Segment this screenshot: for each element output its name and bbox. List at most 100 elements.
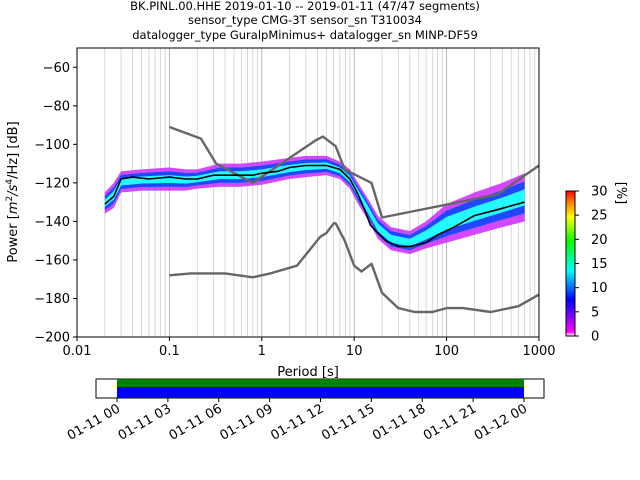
density-cell xyxy=(113,181,122,200)
density-cell xyxy=(219,175,242,180)
timeline-tick-label: 01-11 06 xyxy=(167,401,225,443)
y-axis-ticks: −60 −80 −100 −120 −140 −160 −180 −200 xyxy=(34,61,77,346)
density-cell xyxy=(185,182,198,188)
density-cell xyxy=(502,189,525,206)
density-cell xyxy=(358,182,368,202)
density-cell xyxy=(367,208,378,232)
y-tick-label: −160 xyxy=(34,253,70,268)
density-cell xyxy=(367,201,378,224)
coverage-bar-green xyxy=(117,379,524,387)
density-cell xyxy=(141,167,170,173)
density-cell xyxy=(474,197,503,214)
density-cell xyxy=(261,157,290,166)
colorbar-label: [%] xyxy=(613,182,628,205)
x-axis-ticks: 0.01 0.1 1 10 100 1000 xyxy=(63,337,556,359)
timeline-tick-label: 01-11 18 xyxy=(370,401,428,443)
density-cell xyxy=(289,173,306,180)
density-cell xyxy=(474,205,503,221)
colorbar-tick-label: 30 xyxy=(591,185,608,200)
density-cell xyxy=(219,179,242,183)
density-cell xyxy=(141,171,170,177)
plot-background xyxy=(77,48,539,337)
density-cell xyxy=(185,169,198,173)
x-tick-label: 0.01 xyxy=(63,344,92,359)
density-cell xyxy=(121,187,142,193)
density-cell xyxy=(289,166,306,172)
density-cell xyxy=(502,205,525,220)
density-cell xyxy=(409,225,427,239)
density-cell xyxy=(169,179,186,184)
density-cell xyxy=(390,234,410,243)
density-cell xyxy=(326,168,340,177)
density-cell xyxy=(409,243,427,255)
density-cell xyxy=(241,161,262,168)
timeline-tick-label: 01-12 00 xyxy=(472,401,530,443)
density-cell xyxy=(326,165,340,174)
density-cell xyxy=(446,199,475,217)
density-cell xyxy=(289,159,306,165)
timeline-tick-label: 01-11 21 xyxy=(421,401,479,443)
x-tick-label: 0.1 xyxy=(159,344,180,359)
density-cell xyxy=(104,203,114,214)
timeline-tick-label: 01-11 09 xyxy=(218,401,276,443)
series-mode xyxy=(104,164,525,248)
chart-title-line-3: datalogger_type GuralpMinimus+ datalogge… xyxy=(132,28,478,42)
density-cell xyxy=(377,227,391,243)
density-cell xyxy=(358,189,368,209)
density-cell xyxy=(104,199,114,211)
density-cell xyxy=(185,179,198,184)
density-cell xyxy=(474,219,503,235)
density-cell xyxy=(409,234,427,247)
coverage-bar-blue xyxy=(117,387,524,398)
density-cell xyxy=(121,183,142,189)
y-axis-label: Power [m2/s4/Hz] [dB] xyxy=(5,121,21,262)
colorbar-gradient xyxy=(565,190,576,337)
density-cell xyxy=(426,204,447,226)
density-cell xyxy=(377,215,391,232)
density-cell xyxy=(446,227,475,243)
density-cell xyxy=(409,221,427,235)
chart-title-line-2: sensor_type CMG-3T sensor_sn T310034 xyxy=(188,13,422,27)
density-cell xyxy=(121,172,142,179)
x-tick-label: 100 xyxy=(434,344,459,359)
density-cell xyxy=(339,170,350,183)
density-cell xyxy=(446,220,475,237)
density-cell xyxy=(446,213,475,230)
density-cell xyxy=(169,186,186,191)
density-cell xyxy=(339,176,350,189)
density-cell xyxy=(390,238,410,247)
density-cell xyxy=(390,246,410,255)
density-cell xyxy=(169,182,186,188)
density-cell xyxy=(305,171,327,178)
density-cell xyxy=(141,186,170,191)
density-cell xyxy=(104,191,114,204)
y-tick-label: −60 xyxy=(43,61,70,76)
density-cell xyxy=(326,171,340,180)
plot-area: 0.01 0.1 1 10 100 1000 −60 −80 −100 −120 −140 −160… xyxy=(34,47,556,359)
density-cell xyxy=(113,188,122,208)
timeline-tick-label: 01-11 03 xyxy=(116,401,174,443)
density-cell xyxy=(326,159,340,168)
density-cell xyxy=(169,171,186,177)
density-cell xyxy=(367,198,378,220)
x-axis-label: Period [s] xyxy=(277,365,339,380)
density-cell xyxy=(474,182,503,200)
density-cell xyxy=(241,165,262,172)
density-cell xyxy=(502,213,525,228)
density-cell xyxy=(349,185,359,205)
colorbar-tick-label: 25 xyxy=(591,209,608,224)
density-cell xyxy=(241,180,262,187)
series-new-low-noise-model xyxy=(169,222,539,314)
colorbar-tick-label: 0 xyxy=(591,330,599,345)
timeline-tick-label: 01-11 00 xyxy=(65,401,123,443)
density-cell xyxy=(121,169,142,175)
density-cell xyxy=(377,219,391,235)
y-tick-label: −140 xyxy=(34,215,70,230)
chart-title-line-1: BK.PINL.00.HHE 2019-01-10 -- 2019-01-11 … xyxy=(130,0,480,13)
density-cell xyxy=(426,216,447,235)
colorbar-tick-label: 15 xyxy=(591,257,608,272)
x-tick-label: 1 xyxy=(258,344,266,359)
density-cell xyxy=(289,155,306,162)
